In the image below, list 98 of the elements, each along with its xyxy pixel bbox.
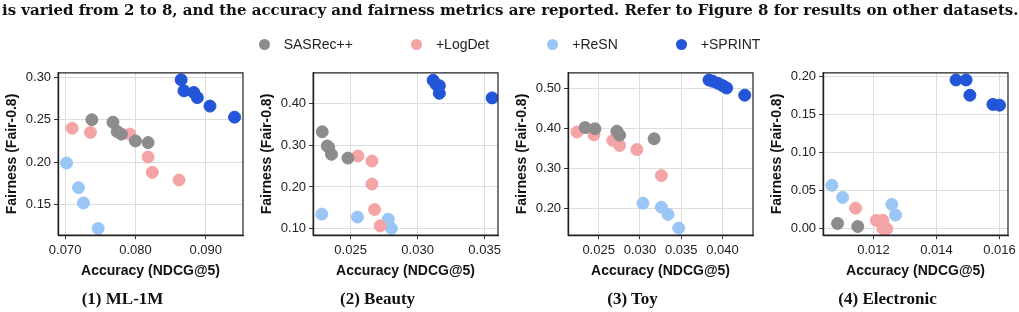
point: [613, 128, 627, 142]
y-tick-label: 0.15: [790, 105, 817, 121]
y-axis-title: Fairness (Fair-0.8): [3, 93, 20, 215]
y-tick-label: 0.05: [790, 182, 817, 198]
point: [661, 207, 675, 221]
point: [851, 220, 865, 233]
x-tick-label: 0.025: [334, 241, 367, 257]
y-axis-title: Fairness (Fair-0.8): [768, 93, 785, 215]
point: [91, 221, 105, 235]
legend-label: +ReSN: [572, 36, 618, 52]
point: [174, 73, 188, 87]
point: [825, 178, 839, 192]
point: [141, 136, 155, 150]
point: [647, 132, 661, 146]
y-axis-title: Fairness (Fair-0.8): [258, 93, 275, 215]
point: [720, 81, 734, 95]
point: [350, 210, 364, 224]
legend-label: +SPRINT: [700, 36, 761, 52]
point: [145, 165, 159, 179]
point: [738, 88, 752, 102]
point: [315, 207, 329, 221]
x-tick-label: 0.016: [983, 241, 1016, 257]
x-axis-title: Accuracy (NDCG@5): [591, 262, 731, 279]
point: [114, 127, 128, 141]
point: [849, 201, 863, 215]
y-tick-label: 0.00: [790, 220, 817, 236]
text: is varied from 2 to 8, and the accuracy and fairness metrics are reported. Refer to Figure 8 for results on other datasets.: [2, 0, 1019, 20]
point: [141, 150, 155, 164]
x-axis-title: Accuracy (NDCG@5): [846, 262, 986, 279]
point: [128, 134, 142, 148]
point: [365, 177, 379, 191]
point: [654, 169, 668, 183]
x-tick-label: 0.030: [623, 241, 657, 257]
text: (1) ML-1M: [81, 289, 164, 309]
point: [365, 154, 379, 168]
point: [993, 98, 1006, 112]
y-tick-label: 0.50: [535, 80, 562, 96]
y-tick-label: 0.30: [280, 136, 307, 152]
y-tick-label: 0.40: [535, 120, 562, 136]
point: [630, 143, 644, 157]
point: [959, 73, 973, 87]
point: [636, 196, 650, 210]
point: [368, 203, 382, 217]
x-tick-label: 0.090: [189, 241, 223, 257]
y-tick-label: 0.20: [280, 178, 307, 194]
point: [672, 221, 686, 235]
x-tick-label: 0.070: [48, 241, 82, 257]
point: [76, 196, 90, 210]
point: [83, 125, 97, 139]
legend-label: SASRec++: [283, 36, 353, 52]
point: [190, 91, 204, 105]
text: (4) Electronic: [838, 289, 938, 309]
point: [85, 113, 99, 127]
point: [949, 73, 963, 87]
point: [373, 219, 387, 233]
x-axis-title: Accuracy (NDCG@5): [81, 262, 221, 279]
point: [315, 125, 329, 139]
point: [384, 221, 398, 235]
x-tick-label: 0.025: [582, 241, 615, 257]
point: [65, 121, 79, 135]
x-tick-label: 0.040: [706, 241, 739, 257]
y-tick-label: 0.20: [535, 200, 562, 216]
point: [963, 88, 977, 102]
y-tick-label: 0.30: [25, 68, 52, 84]
point: [613, 139, 627, 153]
y-axis-title: Fairness (Fair-0.8): [513, 93, 530, 215]
x-tick-label: 0.035: [468, 241, 501, 257]
point: [588, 122, 602, 136]
point: [351, 149, 365, 163]
point: [831, 216, 845, 230]
text: (3) Toy: [607, 289, 659, 309]
y-tick-label: 0.20: [790, 67, 817, 83]
y-tick-label: 0.10: [280, 220, 307, 236]
x-axis-title: Accuracy (NDCG@5): [336, 262, 476, 279]
point: [203, 99, 217, 113]
y-tick-label: 0.15: [25, 196, 52, 212]
point: [71, 181, 85, 195]
point: [836, 191, 850, 204]
x-tick-label: 0.030: [401, 241, 434, 257]
point: [60, 156, 74, 170]
point: [341, 151, 355, 165]
text: (2) Beauty: [339, 289, 416, 309]
point: [228, 110, 242, 124]
x-tick-label: 0.080: [119, 241, 152, 257]
point: [324, 147, 338, 161]
y-tick-label: 0.10: [790, 144, 817, 160]
x-tick-label: 0.035: [664, 241, 698, 257]
point: [885, 197, 899, 211]
point: [485, 91, 498, 105]
y-tick-label: 0.25: [25, 111, 52, 127]
x-tick-label: 0.014: [920, 241, 953, 257]
point: [889, 208, 903, 222]
x-tick-label: 0.012: [857, 241, 890, 257]
y-tick-label: 0.40: [280, 94, 307, 110]
legend-label: +LogDet: [435, 36, 490, 52]
point: [172, 173, 186, 187]
y-tick-label: 0.30: [535, 160, 562, 176]
y-tick-label: 0.20: [25, 153, 52, 169]
